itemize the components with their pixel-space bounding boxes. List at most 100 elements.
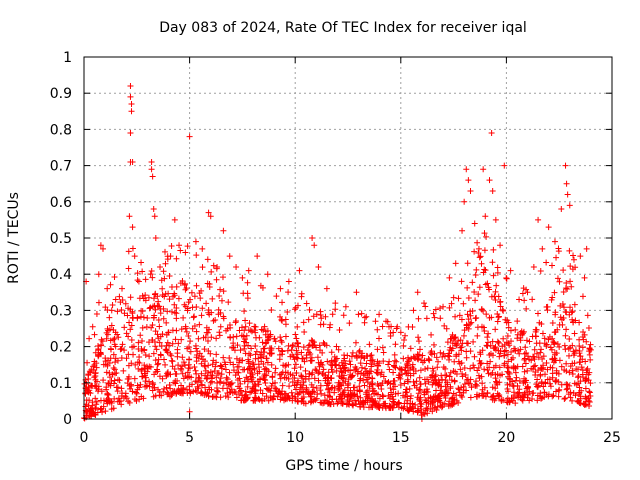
data-point bbox=[125, 362, 132, 369]
data-point bbox=[418, 406, 425, 413]
data-point bbox=[577, 395, 584, 402]
data-point bbox=[156, 389, 163, 396]
data-point bbox=[104, 331, 111, 338]
data-point bbox=[210, 262, 217, 269]
data-point bbox=[477, 253, 484, 260]
data-point bbox=[288, 389, 295, 396]
data-point bbox=[575, 373, 582, 380]
data-point bbox=[317, 399, 324, 406]
data-point bbox=[202, 389, 209, 396]
data-point bbox=[374, 326, 381, 333]
data-point bbox=[348, 391, 355, 398]
data-point bbox=[294, 379, 301, 386]
data-point bbox=[118, 345, 125, 352]
data-point bbox=[213, 388, 220, 395]
data-point bbox=[298, 372, 305, 379]
data-point bbox=[446, 373, 453, 380]
data-point bbox=[207, 350, 214, 357]
data-point bbox=[356, 348, 363, 355]
data-point bbox=[566, 311, 573, 318]
data-point bbox=[91, 331, 98, 338]
data-point bbox=[545, 224, 552, 231]
data-point bbox=[446, 304, 453, 311]
data-point bbox=[361, 314, 368, 321]
data-point bbox=[562, 332, 569, 339]
data-point bbox=[110, 351, 117, 358]
data-point bbox=[472, 315, 479, 322]
data-point bbox=[308, 397, 315, 404]
data-point bbox=[523, 385, 530, 392]
data-point bbox=[571, 301, 578, 308]
data-point bbox=[348, 353, 355, 360]
data-point bbox=[106, 370, 113, 377]
data-point bbox=[171, 309, 178, 316]
data-point bbox=[443, 372, 450, 379]
data-point bbox=[417, 381, 424, 388]
data-point bbox=[397, 382, 404, 389]
data-point bbox=[220, 354, 227, 361]
data-point bbox=[386, 323, 393, 330]
data-point bbox=[138, 366, 145, 373]
data-point bbox=[437, 315, 444, 322]
data-point bbox=[172, 336, 179, 343]
data-point bbox=[572, 264, 579, 271]
data-point bbox=[239, 357, 246, 364]
data-point bbox=[281, 390, 288, 397]
data-point bbox=[508, 356, 515, 363]
data-point bbox=[429, 381, 436, 388]
data-point bbox=[102, 304, 109, 311]
data-point bbox=[376, 311, 383, 318]
data-point bbox=[435, 358, 442, 365]
data-point bbox=[237, 380, 244, 387]
data-point bbox=[514, 335, 521, 342]
data-point bbox=[461, 198, 468, 205]
data-point bbox=[569, 367, 576, 374]
data-point bbox=[462, 372, 469, 379]
data-point bbox=[136, 384, 143, 391]
data-point bbox=[362, 365, 369, 372]
data-point bbox=[97, 350, 104, 357]
data-point bbox=[187, 348, 194, 355]
data-point bbox=[507, 267, 514, 274]
data-point bbox=[561, 342, 568, 349]
data-point bbox=[293, 386, 300, 393]
data-point bbox=[505, 324, 512, 331]
data-point bbox=[306, 370, 313, 377]
data-point bbox=[294, 323, 301, 330]
data-point bbox=[207, 379, 214, 386]
data-point bbox=[480, 166, 487, 173]
data-point bbox=[534, 376, 541, 383]
data-point bbox=[469, 279, 476, 286]
data-point bbox=[473, 266, 480, 273]
data-point bbox=[332, 356, 339, 363]
data-point bbox=[376, 404, 383, 411]
data-point bbox=[448, 377, 455, 384]
data-point bbox=[351, 384, 358, 391]
data-point bbox=[445, 389, 452, 396]
data-point bbox=[332, 306, 339, 313]
data-point bbox=[492, 288, 499, 295]
data-point bbox=[474, 367, 481, 374]
data-point bbox=[586, 388, 593, 395]
data-point bbox=[142, 370, 149, 377]
data-point bbox=[242, 323, 249, 330]
data-point bbox=[453, 353, 460, 360]
data-point bbox=[164, 370, 171, 377]
data-point bbox=[157, 263, 164, 270]
data-point bbox=[516, 386, 523, 393]
data-point bbox=[515, 392, 522, 399]
data-point bbox=[562, 162, 569, 169]
data-point bbox=[215, 369, 222, 376]
data-point bbox=[366, 341, 373, 348]
data-point bbox=[379, 392, 386, 399]
data-point bbox=[189, 381, 196, 388]
x-tick-label: 10 bbox=[286, 430, 304, 446]
data-point bbox=[491, 397, 498, 404]
data-point bbox=[199, 305, 206, 312]
data-point bbox=[476, 392, 483, 399]
data-point bbox=[504, 386, 511, 393]
data-point bbox=[452, 260, 459, 267]
data-point bbox=[402, 370, 409, 377]
data-point bbox=[139, 268, 146, 275]
data-point bbox=[424, 365, 431, 372]
